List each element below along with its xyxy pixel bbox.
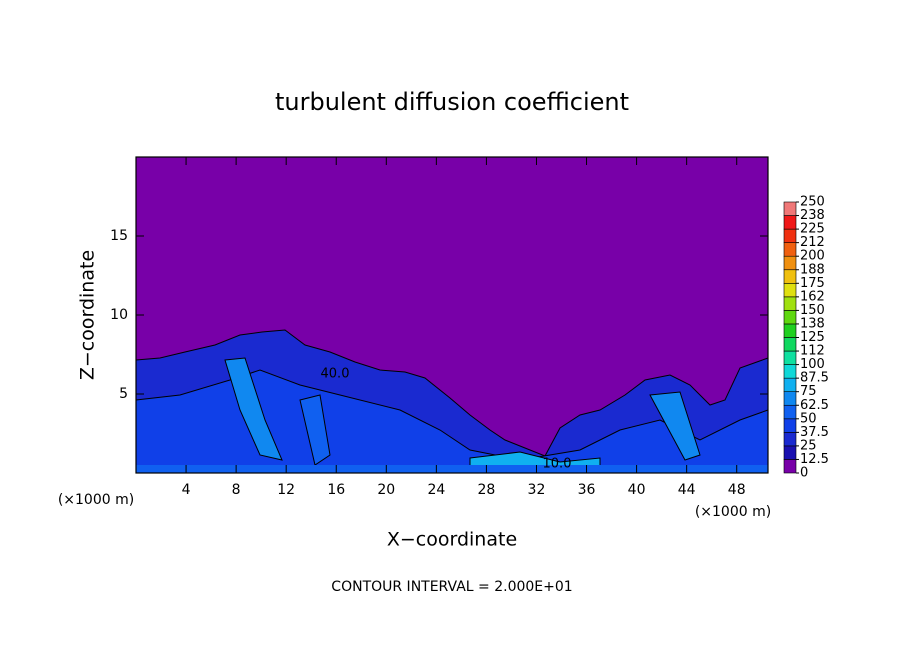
footer-note: CONTOUR INTERVAL = 2.000E+01 [331, 579, 572, 595]
colorbar-band [783, 404, 797, 420]
colorbar-label: 188 [800, 262, 825, 277]
x-unit-label: (×1000 m) [58, 492, 134, 508]
contour-field: 40.0 10.0 [135, 157, 769, 474]
y-axis-label: Z−coordinate [77, 250, 99, 380]
colorbar-band [783, 364, 797, 379]
colorbar-label: 112 [800, 344, 825, 359]
colorbar-band [783, 269, 797, 284]
x-tick-label: 20 [377, 482, 395, 498]
colorbar-label: 238 [800, 208, 825, 223]
y-tick-label: 5 [119, 386, 128, 402]
colorbar-band [783, 418, 797, 433]
colorbar-label: 0 [800, 466, 808, 481]
colorbar-label: 225 [800, 222, 825, 237]
colorbar-label: 138 [800, 316, 825, 331]
x-tick-label: 40 [628, 482, 646, 498]
x-tick-label: 28 [478, 482, 496, 498]
colorbar-label: 25 [800, 438, 817, 453]
colorbar-label: 87.5 [800, 371, 829, 386]
colorbar-label: 125 [800, 330, 825, 345]
x-tick-label: 36 [578, 482, 596, 498]
colorbar-label: 212 [800, 235, 825, 250]
y-tick-label: 15 [110, 228, 128, 244]
colorbar-band [783, 201, 797, 216]
colorbar-band [783, 215, 797, 230]
colorbar-band [783, 310, 797, 325]
colorbar-band [783, 282, 797, 298]
colorbar-band [783, 242, 797, 257]
colorbar-label: 150 [800, 303, 825, 318]
field-region [299, 394, 331, 466]
x-tick-label: 32 [528, 482, 546, 498]
colorbar-label: 75 [800, 384, 817, 399]
x-tick-label: 8 [232, 482, 241, 498]
colorbar-label: 12.5 [800, 452, 829, 467]
colorbar-band [783, 255, 797, 271]
colorbar-band [783, 323, 797, 338]
colorbar-label: 37.5 [800, 425, 829, 440]
field-region [224, 357, 283, 461]
colorbar-band [783, 432, 797, 447]
x-tick-label: 16 [327, 482, 345, 498]
colorbar-label: 62.5 [800, 398, 829, 413]
colorbar-band [783, 337, 797, 352]
colorbar-label: 175 [800, 276, 825, 291]
x-tick-label: 4 [182, 482, 191, 498]
colorbar-band [783, 391, 797, 406]
contour-label: 10.0 [543, 457, 572, 472]
field-region [136, 465, 768, 473]
colorbar-band [783, 296, 797, 311]
contour-label: 40.0 [321, 367, 350, 382]
colorbar-label: 50 [800, 411, 817, 426]
colorbar-label: 162 [800, 289, 825, 304]
colorbar-band [783, 459, 797, 474]
colorbar-label: 250 [800, 195, 825, 210]
x-tick-label: 44 [678, 482, 696, 498]
x-tick-label: 48 [728, 482, 746, 498]
colorbar-label: 100 [800, 357, 825, 372]
colorbar-band [783, 350, 797, 365]
colorbar-band [783, 445, 797, 460]
colorbar-band [783, 377, 797, 392]
y-tick-label: 10 [110, 307, 128, 323]
x-tick-label: 24 [427, 482, 445, 498]
x-unit-label: (×1000 m) [695, 504, 771, 520]
x-axis-label: X−coordinate [387, 529, 517, 551]
colorbar-band [783, 228, 797, 243]
x-tick-label: 12 [277, 482, 295, 498]
chart-title: turbulent diffusion coefficient [275, 88, 629, 116]
field-region [649, 391, 701, 461]
colorbar-label: 200 [800, 249, 825, 264]
